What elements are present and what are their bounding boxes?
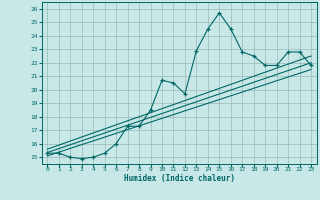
- X-axis label: Humidex (Indice chaleur): Humidex (Indice chaleur): [124, 174, 235, 183]
